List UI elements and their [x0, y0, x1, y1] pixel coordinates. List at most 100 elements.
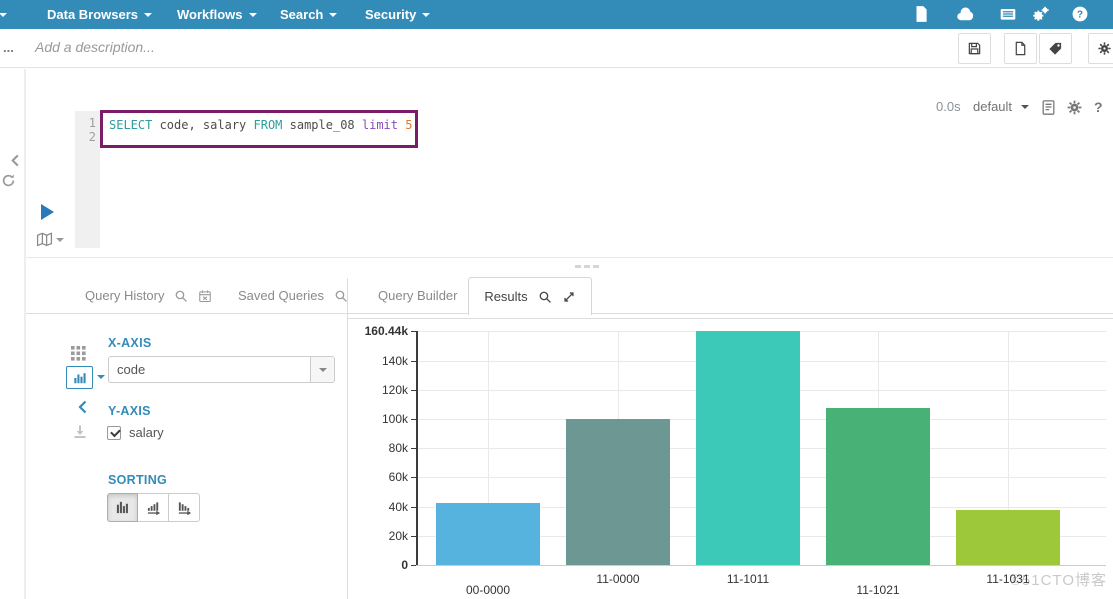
y-tick-label: 20k: [388, 528, 408, 543]
tab-saved-queries[interactable]: Saved Queries: [238, 278, 348, 313]
sort-none-button[interactable]: [107, 493, 138, 522]
document-header-bar: ... Add a description...: [0, 29, 1113, 68]
x-axis-heading: X-AXIS: [108, 336, 152, 350]
sql-token-minor: limit: [361, 118, 406, 132]
chart-type-chevron-icon[interactable]: [97, 375, 105, 379]
database-selector-value: default: [973, 99, 1013, 114]
server-icon[interactable]: [999, 5, 1019, 25]
search-icon[interactable]: [334, 289, 348, 303]
x-category-label: 00-0000: [465, 583, 511, 597]
tab-label: Results: [484, 289, 528, 304]
tag-button[interactable]: [1039, 33, 1072, 64]
document-icon[interactable]: [912, 5, 932, 25]
y-tick-label: 60k: [388, 470, 408, 485]
x-category-label: 11-1011: [726, 572, 770, 586]
bar-11-1031[interactable]: [956, 509, 1060, 565]
sort-ascending-button[interactable]: [138, 493, 169, 522]
sort-descending-button[interactable]: [169, 493, 200, 522]
y-tick-label: 120k: [381, 382, 408, 397]
y-tick-label: 140k: [381, 353, 408, 368]
settings-button[interactable]: [1088, 33, 1113, 64]
y-tick-mark: [411, 565, 416, 566]
tab-label: Saved Queries: [238, 288, 324, 303]
pane-divider-line: [26, 257, 1113, 258]
y-axis-line: [416, 331, 418, 565]
tab-query-builder[interactable]: Query Builder: [378, 278, 457, 313]
top-navigation-bar: s Data Browsers Workflows Search Security ?: [0, 0, 1113, 29]
search-icon[interactable]: [538, 290, 552, 304]
y-tick-label: 40k: [388, 499, 408, 514]
bar-00-0000[interactable]: [436, 503, 540, 565]
y-tick-label: 0: [401, 558, 408, 572]
watermark: ©51CTO博客: [1009, 572, 1107, 589]
collapse-assist-icon[interactable]: [8, 153, 23, 173]
save-button[interactable]: [958, 33, 991, 64]
nav-item-s[interactable]: s: [0, 0, 8, 29]
gridline-vertical: [488, 331, 489, 565]
query-duration: 0.0s: [936, 99, 961, 114]
refresh-icon[interactable]: [1, 173, 16, 193]
chevron-down-icon: [329, 12, 338, 17]
bar-11-1021[interactable]: [826, 407, 930, 565]
x-category-label: 11-0000: [596, 572, 640, 586]
sql-token-plain: code, salary: [159, 118, 254, 132]
chevron-down-icon: [144, 12, 153, 17]
table-assist-icon[interactable]: [36, 231, 64, 248]
x-axis-selected-value: code: [117, 362, 146, 377]
tab-query-history[interactable]: Query History: [85, 278, 212, 313]
y-tick-label: 160.44k: [364, 324, 408, 338]
chevron-down-icon: [248, 12, 257, 17]
bar-11-1011[interactable]: [696, 331, 800, 565]
chevron-down-icon: [422, 12, 431, 17]
y-field-label: salary: [129, 425, 164, 440]
x-category-label: 11-1021: [856, 583, 900, 597]
help-icon[interactable]: ?: [1071, 5, 1091, 25]
database-selector[interactable]: default: [973, 99, 1029, 114]
search-icon[interactable]: [174, 289, 188, 303]
y-tick-mark: [411, 535, 416, 537]
x-axis-select[interactable]: code: [108, 356, 335, 383]
nav-item-search[interactable]: Search: [280, 0, 338, 29]
sql-token-keyword: SELECT: [109, 118, 160, 132]
query-settings-gear-icon[interactable]: [1066, 99, 1083, 121]
truncated-query-title[interactable]: ...: [3, 40, 14, 55]
grid-view-icon[interactable]: [70, 345, 86, 366]
nav-item-data-browsers[interactable]: Data Browsers: [47, 0, 153, 29]
bar-11-0000[interactable]: [566, 418, 670, 565]
checkbox-checked[interactable]: [107, 425, 121, 440]
nav-item-workflows[interactable]: Workflows: [177, 0, 257, 29]
download-icon[interactable]: [72, 424, 88, 445]
new-document-button[interactable]: [1004, 33, 1037, 64]
tab-results[interactable]: Results: [468, 277, 592, 315]
left-rail: [0, 69, 26, 599]
calendar-icon[interactable]: [198, 289, 212, 303]
x-category-label: 11-1031: [986, 572, 1030, 586]
sql-token-number: 5: [405, 118, 413, 132]
sql-token-plain: sample_08: [289, 118, 362, 132]
y-field-salary[interactable]: salary: [107, 425, 164, 440]
collapse-panel-icon[interactable]: [75, 399, 91, 420]
line-number: 2: [88, 130, 96, 144]
y-tick-mark: [411, 331, 416, 332]
chevron-down-icon: [0, 12, 8, 17]
nav-item-label: Security: [365, 7, 417, 22]
query-log-icon[interactable]: [1040, 99, 1057, 121]
nav-item-label: Search: [280, 7, 324, 22]
expand-icon[interactable]: [562, 290, 576, 304]
gears-icon[interactable]: [1031, 5, 1051, 25]
chart-view-icon[interactable]: [66, 366, 93, 389]
resize-handle[interactable]: [575, 265, 599, 268]
y-tick-mark: [411, 448, 416, 450]
description-input[interactable]: Add a description...: [35, 39, 155, 55]
cloud-icon[interactable]: [956, 5, 976, 25]
nav-item-security[interactable]: Security: [365, 0, 431, 29]
query-highlight-box[interactable]: SELECT code, salary FROM sample_08 limit…: [100, 110, 418, 148]
y-axis-heading: Y-AXIS: [108, 404, 151, 418]
bar-chart-panel: ©51CTO博客 0 20k 40k 60k 80k 100k 120k 140k 160.44…: [347, 318, 1113, 599]
chevron-down-icon: [318, 367, 327, 372]
svg-text:?: ?: [1077, 9, 1083, 20]
execute-query-button[interactable]: [41, 204, 54, 220]
help-icon[interactable]: ?: [1094, 99, 1103, 115]
